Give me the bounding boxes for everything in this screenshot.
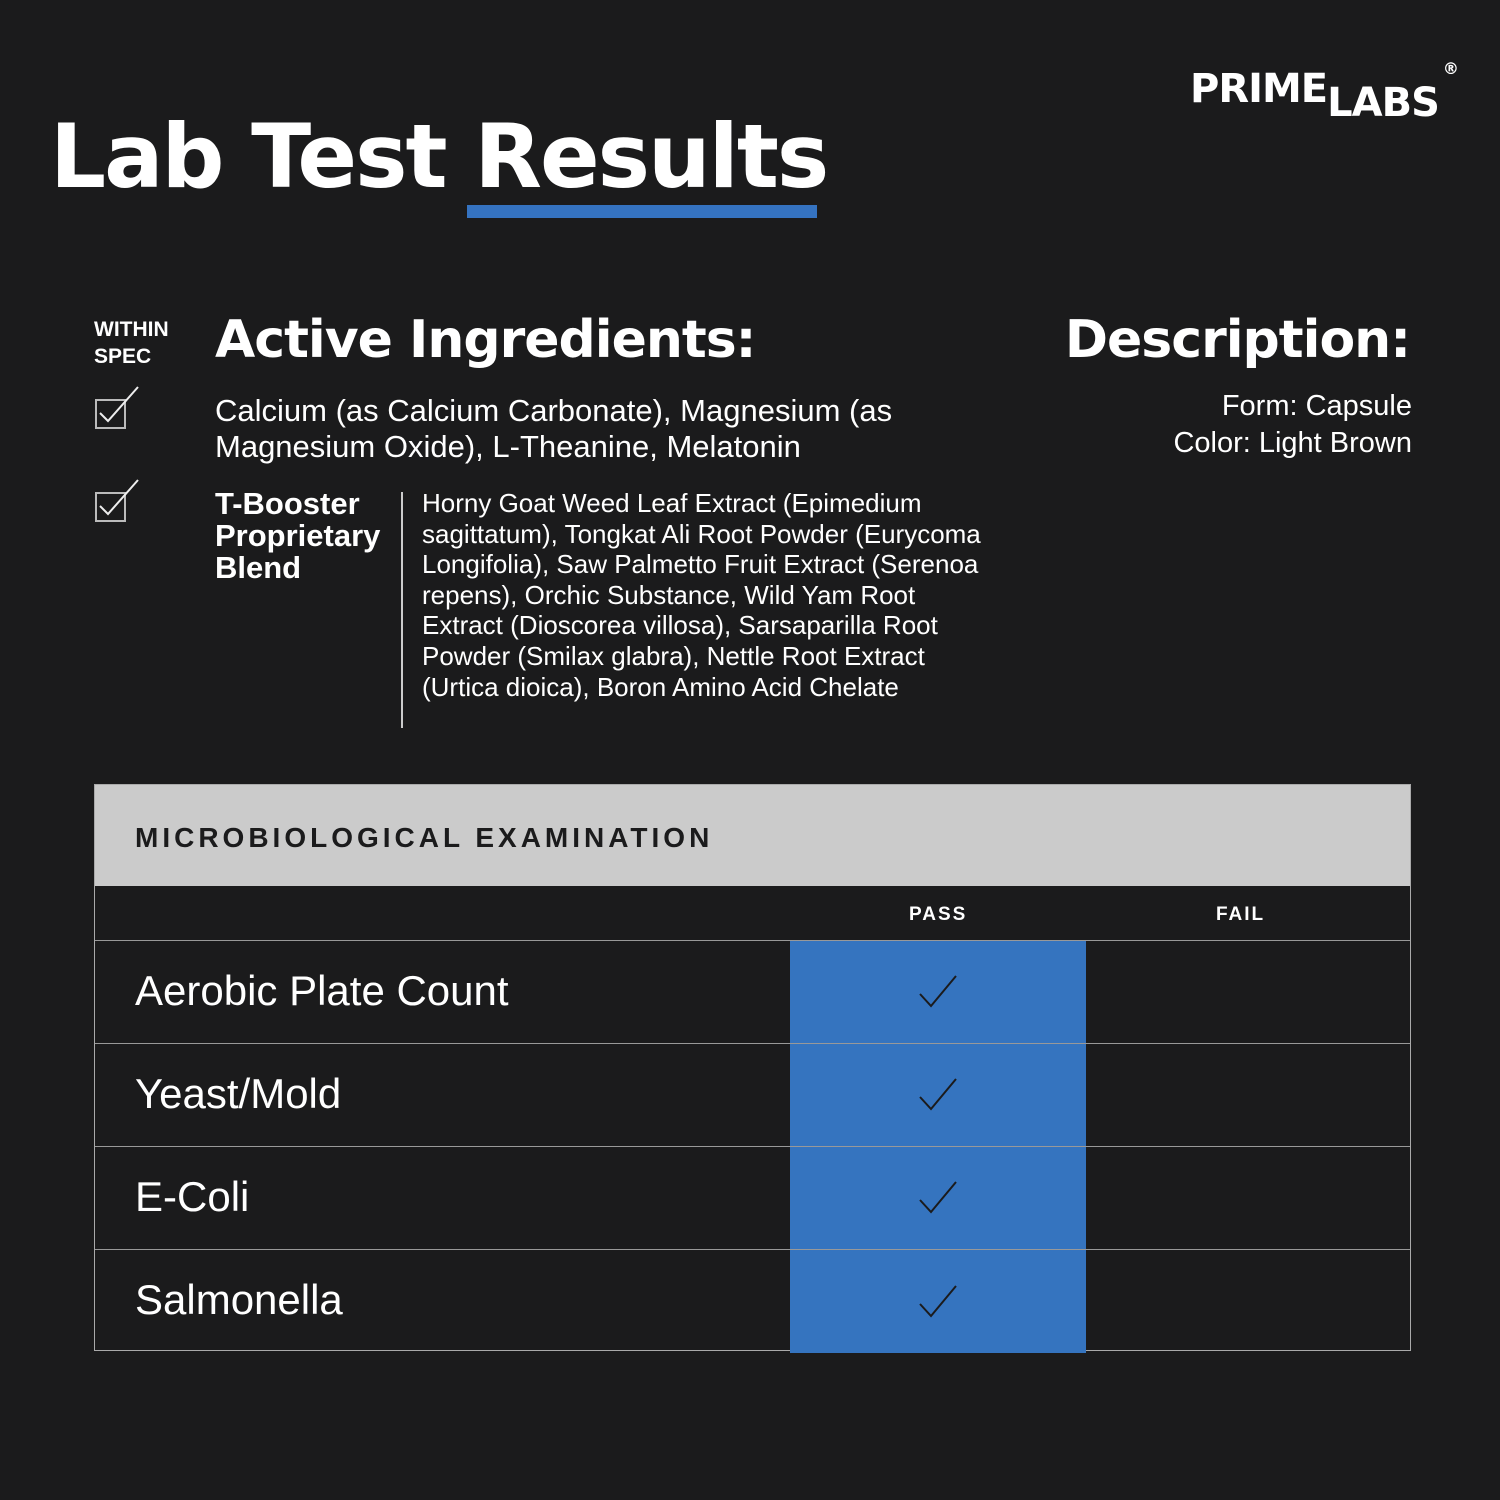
- test-name: Yeast/Mold: [135, 1070, 342, 1117]
- title-underline: [467, 205, 817, 218]
- spec-line1: WITHIN: [94, 318, 169, 341]
- checkbox-checked-icon: [95, 386, 139, 429]
- color-value: Color: Light Brown: [1173, 427, 1412, 459]
- pass-cell: [790, 941, 1086, 1043]
- logo-labs: LABS: [1327, 80, 1440, 126]
- within-spec-label: WITHIN SPEC: [94, 316, 169, 370]
- blend-heading: T-Booster Proprietary Blend: [215, 488, 380, 584]
- pass-cell: [790, 1147, 1086, 1249]
- pass-cell: [790, 1044, 1086, 1146]
- check-icon: [919, 975, 957, 1008]
- active-ingredients-heading: Active Ingredients:: [215, 310, 756, 370]
- check-icon: [919, 1078, 957, 1111]
- blend-heading-line: Proprietary: [215, 518, 381, 553]
- blend-text: Horny Goat Weed Leaf Extract (Epimedium …: [422, 488, 981, 702]
- test-name: Salmonella: [135, 1276, 343, 1323]
- form-value: Form: Capsule: [1221, 390, 1412, 422]
- divider: [401, 492, 403, 728]
- page-title: Lab Test Results: [50, 105, 829, 208]
- micro-exam-table: MICROBIOLOGICAL EXAMINATION PASS FAIL Ae…: [94, 784, 1411, 1353]
- active-ingredients-text: Calcium (as Calcium Carbonate), Magnesiu…: [215, 393, 893, 464]
- table-header-row: PASS FAIL: [95, 886, 1410, 941]
- logo-prime: PRIME: [1190, 66, 1328, 112]
- description-text: Form: Capsule Color: Light Brown: [1173, 388, 1412, 462]
- spec-line2: SPEC: [94, 345, 152, 368]
- check-icon: [919, 1181, 957, 1214]
- brand-logo: PRIMELABS®: [1190, 59, 1459, 126]
- table-row: Salmonella: [95, 1250, 1410, 1353]
- table-row: E-Coli: [95, 1147, 1410, 1250]
- table-row: Yeast/Mold: [95, 1044, 1410, 1147]
- check-icon: [919, 1284, 957, 1318]
- pass-cell: [790, 1250, 1086, 1353]
- test-name: Aerobic Plate Count: [135, 967, 509, 1014]
- blend-heading-line: Blend: [215, 550, 302, 585]
- pass-column-header: PASS: [909, 904, 968, 925]
- description-heading: Description:: [1064, 310, 1411, 370]
- logo-reg: ®: [1442, 58, 1459, 78]
- blend-heading-line: T-Booster: [215, 486, 360, 521]
- test-name: E-Coli: [135, 1173, 250, 1220]
- fail-column-header: FAIL: [1216, 904, 1266, 925]
- table-title: MICROBIOLOGICAL EXAMINATION: [95, 785, 1410, 886]
- checkbox-checked-icon: [95, 479, 139, 522]
- table-row: Aerobic Plate Count: [95, 941, 1410, 1044]
